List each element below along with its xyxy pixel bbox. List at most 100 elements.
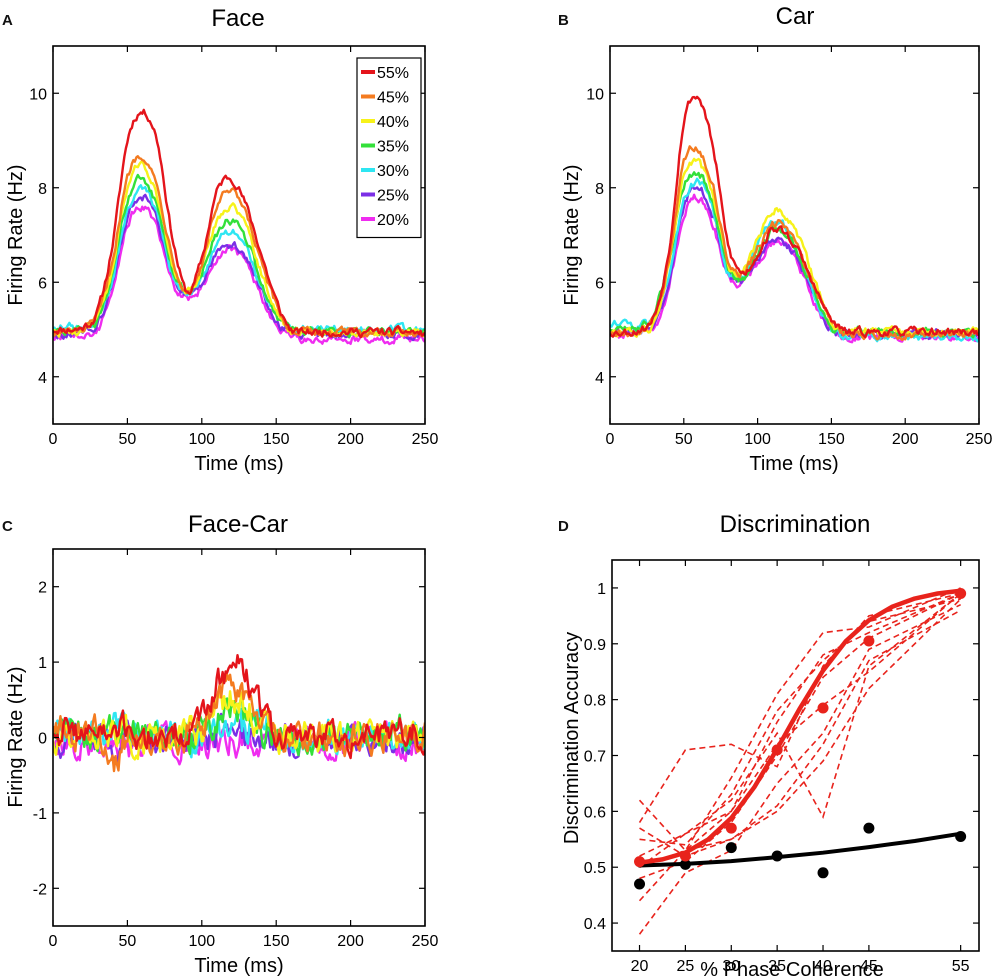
plot-a-legend: 55% 45% 40% 35% 30% 25% 20% (356, 57, 422, 239)
plot-c-frame (52, 548, 426, 927)
panel-d: D Discrimination 20 25 30 35 40 45 55 0.4 0.5 0.6… (558, 511, 980, 979)
red-data-point (679, 850, 691, 862)
panel-letter-c: C (2, 518, 13, 535)
black-data-point (817, 867, 829, 879)
plot-a-ylabel: Firing Rate (Hz) (5, 164, 27, 305)
x-tick-label: 50 (119, 933, 137, 950)
x-tick-label: 0 (49, 431, 58, 448)
x-tick-label: 250 (966, 431, 993, 448)
plot-c-lines (53, 654, 425, 773)
red-data-point (771, 744, 783, 756)
x-tick-label: 50 (675, 431, 693, 448)
black-data-point (771, 850, 783, 862)
y-tick-label: 6 (595, 275, 604, 292)
red-data-point (863, 635, 875, 647)
y-tick-label: 8 (38, 181, 47, 198)
x-tick-label: 35 (768, 958, 786, 975)
plot-d-ylabel: Discrimination Accuracy (561, 632, 583, 844)
x-tick-label: 0 (49, 933, 58, 950)
individual-dashed-curve (639, 592, 962, 868)
x-tick-label: 250 (412, 431, 439, 448)
plot-b-axes: 0 50 100 150 200 250 4 6 8 10 (586, 46, 992, 448)
plot-b-lines (610, 95, 979, 344)
plot-a-axes: 0 50 100 150 200 250 4 6 8 10 (29, 46, 438, 448)
legend-label: 45% (377, 90, 409, 107)
y-tick-label: 0.5 (584, 860, 606, 877)
series-line-30pct (610, 177, 979, 343)
legend-label: 40% (377, 114, 409, 131)
individual-dashed-curve (638, 603, 962, 935)
black-fit-curve (637, 831, 963, 868)
series-line-55pct (53, 654, 425, 760)
series-line-45pct (53, 155, 425, 338)
individual-dashed-curve (639, 598, 962, 857)
panel-letter-b: B (558, 12, 569, 29)
panel-d-title: Discrimination (720, 511, 871, 538)
black-data-point (634, 878, 646, 890)
black-data-point (725, 842, 737, 854)
y-tick-label: -2 (33, 881, 47, 898)
legend-label: 55% (377, 65, 409, 82)
plot-a-xlabel: Time (ms) (194, 453, 283, 475)
panel-b: B Car 0 50 100 150 200 250 4 6 8 10 Time (ms) Fir… (558, 3, 992, 475)
y-tick-label: 6 (38, 275, 47, 292)
x-tick-label: 20 (631, 958, 649, 975)
plot-d-marks (634, 587, 967, 935)
plot-c-axes: 0 50 100 150 200 250 -2 -1 0 1 2 (33, 549, 438, 950)
legend-label: 25% (377, 188, 409, 205)
panel-letter-d: D (558, 518, 569, 535)
y-tick-label: 2 (38, 580, 47, 597)
series-line-25pct (610, 185, 979, 341)
legend-label: 20% (377, 212, 409, 229)
panel-letter-a: A (2, 12, 13, 29)
plot-d-frame (611, 559, 980, 952)
panel-a: A Face 0 50 100 150 200 250 4 6 8 10 Time (ms) Fi… (2, 5, 438, 475)
plot-b-frame (609, 45, 980, 425)
y-tick-label: 0.8 (584, 693, 606, 710)
x-tick-label: 150 (263, 933, 290, 950)
plot-b-ylabel: Firing Rate (Hz) (561, 164, 583, 305)
black-data-point (679, 858, 691, 870)
x-tick-label: 0 (606, 431, 615, 448)
x-tick-label: 150 (263, 431, 290, 448)
individual-dashed-curve (639, 592, 961, 857)
x-tick-label: 200 (337, 933, 364, 950)
plot-d-xlabel: % Phase Coherence (700, 959, 883, 979)
legend-label: 35% (377, 139, 409, 156)
x-tick-label: 200 (892, 431, 919, 448)
plot-a-lines (53, 108, 425, 346)
plot-c-ylabel: Firing Rate (Hz) (5, 666, 27, 807)
red-data-point (955, 588, 967, 600)
y-tick-label: 0.6 (584, 804, 606, 821)
plot-d-axes: 20 25 30 35 40 45 55 0.4 0.5 0.6 0.7 0.8 0.9 1 (584, 560, 979, 975)
black-data-point (955, 830, 967, 842)
y-tick-label: -1 (33, 806, 47, 823)
red-data-point (634, 856, 646, 868)
y-tick-label: 8 (595, 181, 604, 198)
x-tick-label: 100 (188, 933, 215, 950)
red-data-point (817, 702, 829, 714)
y-tick-label: 0 (38, 731, 47, 748)
y-tick-label: 0.7 (584, 749, 606, 766)
individual-dashed-curve (638, 587, 961, 902)
legend-label: 30% (377, 163, 409, 180)
y-tick-label: 10 (29, 86, 47, 103)
series-line-45pct (53, 673, 425, 773)
plot-b-xlabel: Time (ms) (749, 453, 838, 475)
x-tick-label: 40 (814, 958, 832, 975)
y-tick-label: 1 (597, 581, 606, 598)
x-tick-label: 30 (722, 958, 740, 975)
red-fit-curve (637, 588, 963, 865)
x-tick-label: 200 (337, 431, 364, 448)
panel-b-title: Car (776, 3, 815, 30)
series-line-55pct (53, 108, 425, 339)
panel-c: C Face-Car 0 50 100 150 200 250 -2 -1 0 1 2 Time (… (2, 511, 438, 977)
y-tick-label: 0.9 (584, 637, 606, 654)
y-tick-label: 4 (38, 370, 47, 387)
x-tick-label: 100 (188, 431, 215, 448)
panel-a-title: Face (211, 5, 264, 32)
y-tick-label: 10 (586, 86, 604, 103)
series-line-45pct (610, 145, 979, 342)
individual-dashed-curve (638, 592, 961, 823)
